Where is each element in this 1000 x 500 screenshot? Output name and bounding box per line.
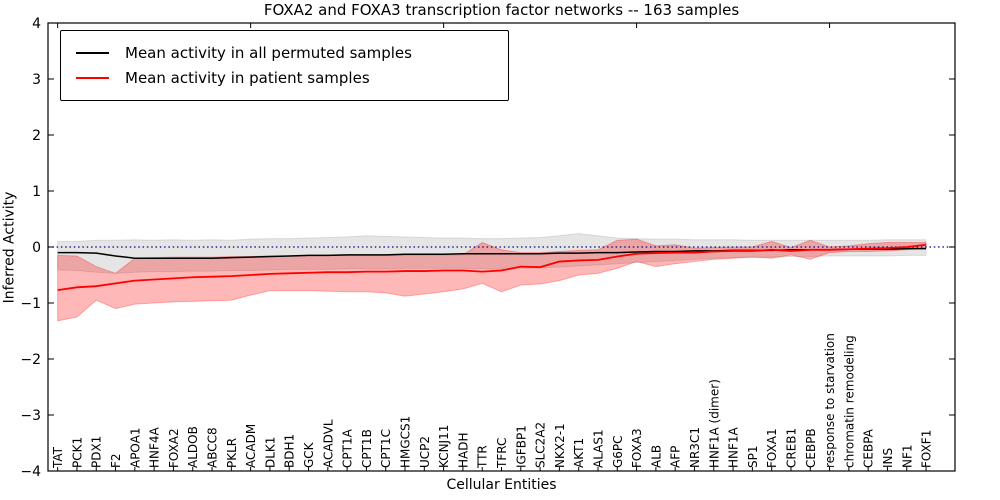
- x-tick-label: NKX2-1: [553, 423, 567, 468]
- x-tick-label: ALAS1: [591, 429, 605, 468]
- x-tick-label: UCP2: [418, 436, 432, 468]
- x-tick-label: response to starvation: [823, 333, 837, 468]
- x-tick-label: G6PC: [611, 435, 625, 468]
- x-tick-label: INS: [881, 448, 895, 468]
- x-tick-label: FOXA1: [765, 428, 779, 468]
- y-tick-label: −3: [20, 408, 41, 424]
- y-tick-label: 3: [32, 72, 41, 88]
- x-tick-label: chromatin remodeling: [842, 335, 856, 468]
- x-tick-label: NR3C1: [688, 427, 702, 468]
- x-tick-label: NF1: [900, 444, 914, 468]
- x-tick-label: HMGCS1: [399, 416, 413, 468]
- x-tick-label: PDX1: [90, 436, 104, 468]
- x-tick-label: KCNJ11: [437, 425, 451, 468]
- x-tick-label: AKT1: [572, 438, 586, 468]
- x-tick-label: HNF1A: [727, 426, 741, 468]
- y-tick-label: 1: [32, 184, 41, 200]
- x-tick-label: TAT: [51, 446, 65, 469]
- x-tick-label: ACADVL: [321, 419, 335, 468]
- y-tick-label: −4: [20, 464, 41, 480]
- x-tick-label: ACADM: [244, 424, 258, 468]
- x-tick-label: CEBPA: [862, 428, 876, 468]
- x-tick-label: APOA1: [128, 427, 142, 468]
- x-tick-label: BDH1: [283, 434, 297, 468]
- patient-line-swatch: [76, 77, 109, 79]
- legend-item-patient: Mean activity in patient samples: [61, 69, 508, 87]
- y-tick-label: 2: [32, 128, 41, 144]
- x-tick-label: FOXA3: [630, 428, 644, 468]
- x-tick-label: GCK: [302, 441, 316, 468]
- legend-box: Mean activity in all permuted samples Me…: [60, 30, 509, 101]
- x-tick-label: FOXA2: [167, 428, 181, 468]
- x-tick-label: HNF4A: [148, 426, 162, 468]
- chart-title: FOXA2 and FOXA3 transcription factor net…: [263, 1, 740, 19]
- x-tick-label: ALB: [649, 445, 663, 468]
- x-tick-label: FOXF1: [920, 430, 934, 468]
- x-tick-label: ALDOB: [186, 426, 200, 468]
- x-tick-label: ABCC8: [206, 427, 220, 468]
- x-tick-label: IGFBP1: [514, 425, 528, 468]
- y-tick-label: −1: [20, 296, 41, 312]
- x-tick-label: HADH: [456, 433, 470, 469]
- x-axis-label: Cellular Entities: [446, 477, 557, 493]
- x-tick-label: CPT1B: [360, 429, 374, 468]
- x-tick-label: HNF1A (dimer): [707, 379, 721, 468]
- legend-label-patient: Mean activity in patient samples: [125, 69, 370, 87]
- permuted-line-swatch: [76, 52, 109, 54]
- x-tick-label: PCK1: [70, 437, 84, 468]
- x-tick-label: CPT1C: [379, 429, 393, 468]
- x-tick-label: SP1: [746, 446, 760, 469]
- x-tick-label: DLK1: [263, 437, 277, 468]
- x-tick-label: SLC2A2: [534, 422, 548, 468]
- patient-mean-line: [57, 243, 927, 292]
- x-tick-label: CREB1: [784, 428, 798, 468]
- legend-label-permuted: Mean activity in all permuted samples: [125, 44, 412, 62]
- x-tick-label: CPT1A: [341, 428, 355, 468]
- y-tick-label: 4: [32, 16, 41, 32]
- x-tick-label: TFRC: [495, 438, 509, 469]
- x-tick-label: AFP: [669, 446, 683, 468]
- x-tick-label: CEBPB: [804, 428, 818, 468]
- x-tick-label: F2: [109, 453, 123, 468]
- x-tick-label: PKLR: [225, 438, 239, 468]
- y-tick-label: 0: [32, 240, 41, 256]
- y-tick-label: −2: [20, 352, 41, 368]
- x-tick-label: TTR: [476, 445, 490, 469]
- legend-item-permuted: Mean activity in all permuted samples: [61, 44, 508, 62]
